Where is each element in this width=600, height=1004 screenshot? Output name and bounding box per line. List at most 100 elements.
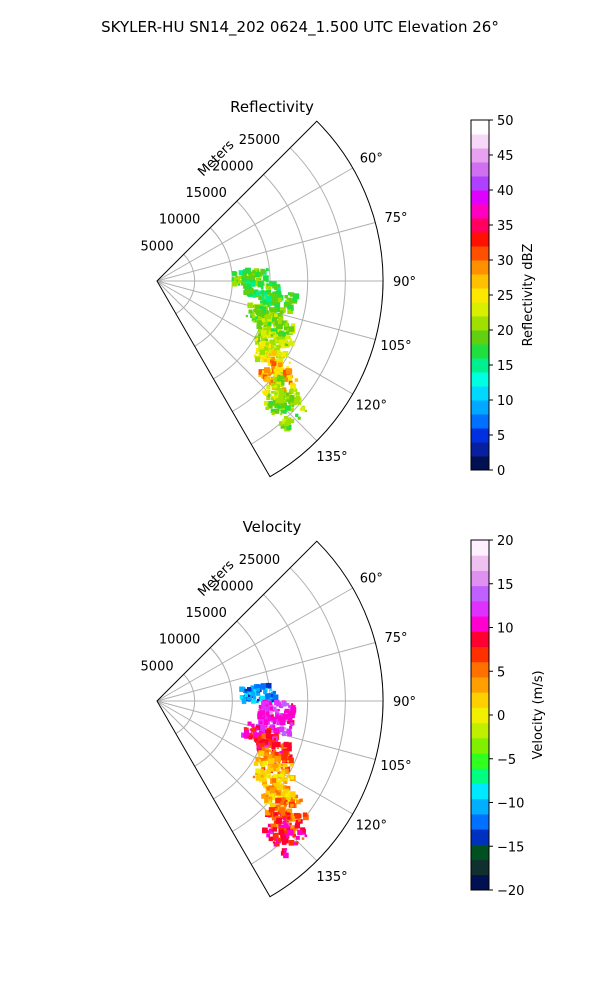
data-cell bbox=[275, 741, 281, 748]
data-cell bbox=[285, 327, 290, 332]
data-cell bbox=[257, 320, 263, 326]
data-cell bbox=[267, 403, 273, 409]
data-cell bbox=[266, 303, 271, 308]
data-cell bbox=[265, 268, 269, 271]
data-cell bbox=[262, 356, 269, 363]
data-cell bbox=[282, 768, 289, 775]
sector-frame bbox=[156, 120, 384, 478]
colorbar-segment bbox=[471, 783, 489, 800]
data-cell bbox=[271, 281, 277, 287]
data-cell bbox=[294, 378, 299, 382]
colorbar-segment bbox=[471, 859, 489, 876]
data-cell bbox=[288, 744, 291, 748]
r-tick-label: 25000 bbox=[239, 553, 280, 568]
data-cell bbox=[280, 409, 284, 413]
data-cell bbox=[245, 314, 248, 318]
data-cell bbox=[268, 353, 272, 357]
data-cell bbox=[263, 367, 270, 374]
data-cell bbox=[248, 309, 253, 314]
data-cell bbox=[261, 347, 266, 351]
colorbar-segment bbox=[471, 631, 489, 648]
data-cell bbox=[286, 341, 289, 344]
data-cell bbox=[259, 278, 262, 281]
data-cell bbox=[276, 727, 280, 730]
data-cell bbox=[274, 823, 279, 828]
theta-tick-label: 75° bbox=[385, 631, 408, 646]
data-cell bbox=[261, 313, 266, 318]
theta-tick-label: 135° bbox=[316, 450, 347, 465]
data-cell bbox=[266, 395, 271, 401]
colorbar-tick-label: 5 bbox=[497, 665, 505, 680]
data-cell bbox=[254, 738, 258, 742]
colorbar-tick-label: 45 bbox=[497, 149, 514, 164]
data-cell bbox=[288, 326, 295, 332]
data-cell bbox=[282, 817, 286, 821]
data-cell bbox=[287, 716, 293, 722]
data-cell bbox=[259, 326, 263, 330]
data-cell bbox=[239, 686, 245, 692]
data-cell bbox=[265, 338, 269, 342]
data-cell bbox=[258, 735, 263, 740]
colorbar-segment bbox=[471, 585, 489, 602]
data-cell bbox=[258, 333, 261, 337]
data-cell bbox=[253, 732, 259, 738]
colorbar-segment bbox=[471, 661, 489, 678]
data-cell bbox=[291, 703, 294, 706]
data-cell bbox=[262, 306, 267, 311]
data-cell bbox=[262, 283, 265, 286]
data-cell bbox=[285, 748, 289, 752]
data-cell bbox=[269, 802, 276, 809]
data-cell bbox=[262, 719, 269, 726]
data-cell bbox=[286, 424, 292, 430]
data-cell bbox=[273, 346, 278, 351]
data-cell bbox=[280, 801, 284, 806]
data-cell bbox=[250, 311, 255, 316]
data-cell bbox=[274, 392, 278, 396]
colorbar-segment bbox=[471, 330, 489, 345]
data-cell bbox=[263, 755, 268, 760]
data-cell bbox=[283, 748, 286, 752]
data-cell bbox=[296, 813, 302, 819]
data-cell bbox=[262, 760, 268, 766]
data-cell bbox=[247, 687, 252, 692]
data-cell bbox=[285, 419, 291, 425]
colorbar-tick-label: 40 bbox=[497, 184, 514, 199]
data-cell bbox=[255, 700, 259, 704]
data-cell bbox=[255, 757, 261, 763]
data-cell bbox=[277, 352, 284, 358]
data-cell bbox=[295, 396, 301, 401]
data-cell bbox=[271, 719, 275, 723]
radial-gridline bbox=[156, 587, 353, 702]
data-cell bbox=[269, 313, 274, 318]
data-cell bbox=[277, 301, 281, 304]
data-cell bbox=[268, 292, 274, 299]
data-cell bbox=[276, 779, 279, 783]
data-cell bbox=[270, 831, 274, 835]
data-cell bbox=[272, 706, 277, 711]
data-cell bbox=[282, 373, 289, 380]
range-ring bbox=[175, 674, 196, 735]
data-cell bbox=[273, 385, 277, 389]
data-cell bbox=[278, 375, 285, 381]
data-cell bbox=[272, 841, 275, 844]
data-cell bbox=[248, 694, 251, 697]
data-cell bbox=[260, 340, 266, 347]
data-cell bbox=[278, 393, 284, 399]
data-cell bbox=[283, 741, 289, 747]
colorbar-tick-label: −15 bbox=[497, 840, 524, 855]
data-cell bbox=[282, 759, 286, 763]
data-cell bbox=[271, 361, 277, 367]
data-cell bbox=[280, 723, 284, 728]
data-cell bbox=[285, 331, 289, 335]
data-cell bbox=[284, 427, 289, 432]
data-cell bbox=[279, 719, 286, 726]
colorbar-segment bbox=[471, 162, 489, 177]
data-cell bbox=[286, 398, 291, 402]
data-cell bbox=[258, 282, 264, 288]
data-cell bbox=[255, 725, 261, 730]
data-cell bbox=[269, 283, 272, 286]
colorbar-segment bbox=[471, 260, 489, 275]
data-cell bbox=[263, 687, 268, 693]
data-cell bbox=[261, 309, 266, 314]
data-cell bbox=[272, 694, 279, 701]
